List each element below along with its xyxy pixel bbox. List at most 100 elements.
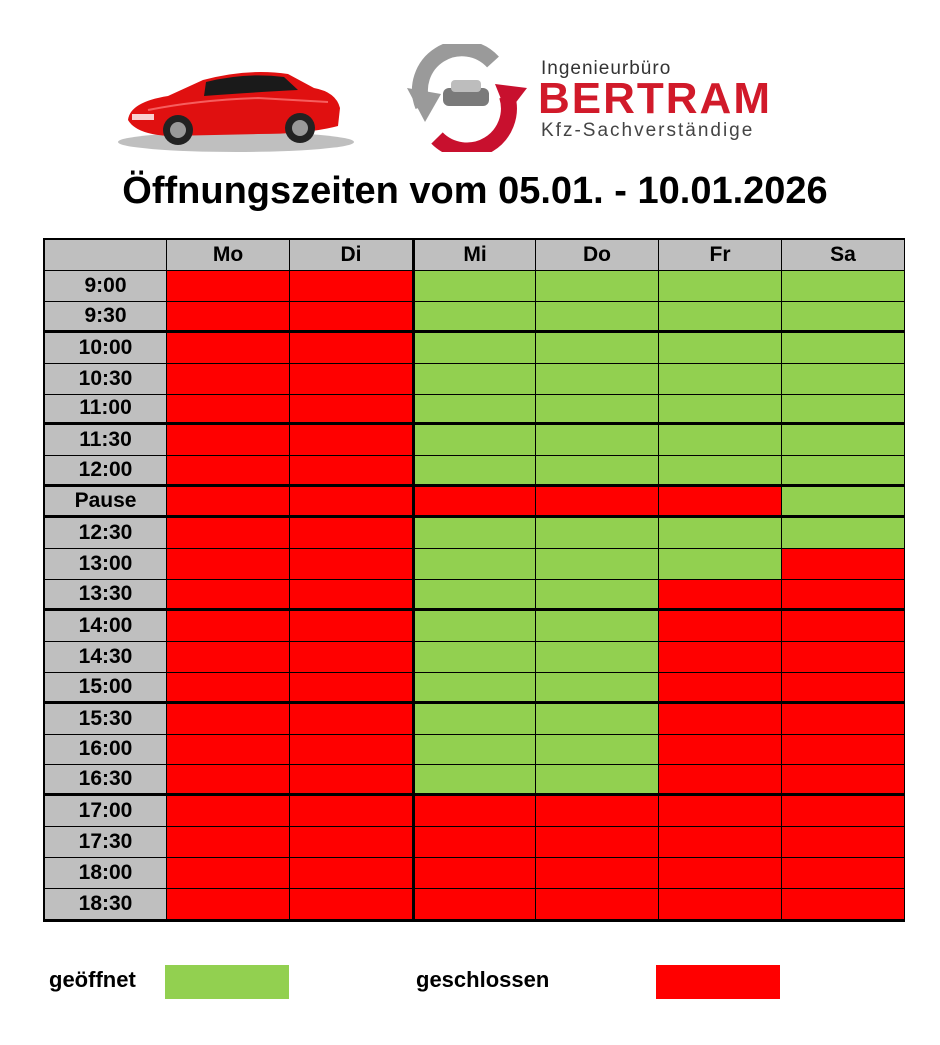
slot-closed-fr xyxy=(659,765,782,797)
slot-closed-fr xyxy=(659,672,782,704)
time-label: 16:00 xyxy=(45,734,167,766)
slot-closed-sa xyxy=(782,765,905,797)
slot-closed-sa xyxy=(782,858,905,890)
page-title: Öffnungszeiten vom 05.01. - 10.01.2026 xyxy=(122,170,828,212)
time-label: 17:30 xyxy=(45,827,167,859)
time-label: 13:00 xyxy=(45,549,167,580)
slot-closed-fr xyxy=(659,610,782,642)
time-label: 17:00 xyxy=(45,796,167,828)
time-label: 12:00 xyxy=(45,456,167,488)
slot-closed-do xyxy=(536,796,659,828)
bertram-logo-icon xyxy=(407,44,527,152)
time-label: 11:30 xyxy=(45,425,167,457)
slot-closed-mo xyxy=(167,703,290,735)
slot-closed-do xyxy=(536,827,659,859)
slot-closed-di xyxy=(290,672,413,704)
slot-open-do xyxy=(536,332,659,364)
slot-closed-mo xyxy=(167,889,290,920)
slot-open-do xyxy=(536,734,659,766)
slot-closed-di xyxy=(290,641,413,673)
slot-open-fr xyxy=(659,456,782,488)
slot-closed-mo xyxy=(167,827,290,859)
slot-open-mi xyxy=(413,456,536,488)
legend-closed-swatch xyxy=(656,965,780,999)
slot-closed-sa xyxy=(782,734,905,766)
slot-open-mi xyxy=(413,734,536,766)
slot-open-fr xyxy=(659,549,782,580)
slot-open-sa xyxy=(782,487,905,519)
slot-open-do xyxy=(536,765,659,797)
slot-open-mi xyxy=(413,549,536,580)
slot-closed-di xyxy=(290,858,413,890)
slot-closed-di xyxy=(290,734,413,766)
slot-open-do xyxy=(536,270,659,302)
slot-open-sa xyxy=(782,425,905,457)
slot-closed-do xyxy=(536,889,659,920)
slot-open-fr xyxy=(659,301,782,333)
day-header-do: Do xyxy=(536,240,659,271)
legend-open-swatch xyxy=(165,965,289,999)
slot-closed-di xyxy=(290,518,413,550)
slot-closed-di xyxy=(290,765,413,797)
slot-open-do xyxy=(536,549,659,580)
time-label: 18:00 xyxy=(45,858,167,890)
slot-closed-sa xyxy=(782,889,905,920)
slot-closed-fr xyxy=(659,734,782,766)
slot-closed-mi xyxy=(413,889,536,920)
slot-closed-sa xyxy=(782,672,905,704)
slot-open-sa xyxy=(782,518,905,550)
slot-closed-mo xyxy=(167,487,290,519)
slot-open-sa xyxy=(782,270,905,302)
slot-open-fr xyxy=(659,270,782,302)
slot-closed-sa xyxy=(782,610,905,642)
slot-closed-di xyxy=(290,703,413,735)
slot-open-do xyxy=(536,394,659,426)
time-label: 15:00 xyxy=(45,672,167,704)
slot-closed-sa xyxy=(782,703,905,735)
slot-open-sa xyxy=(782,456,905,488)
slot-closed-do xyxy=(536,487,659,519)
time-label: 10:30 xyxy=(45,363,167,395)
slot-closed-mo xyxy=(167,363,290,395)
slot-closed-mo xyxy=(167,456,290,488)
time-label: 10:00 xyxy=(45,332,167,364)
slot-closed-di xyxy=(290,363,413,395)
slot-open-mi xyxy=(413,363,536,395)
slot-open-mi xyxy=(413,579,536,611)
brand-subtitle: Kfz-Sachverständige xyxy=(541,120,755,141)
day-header-mo: Mo xyxy=(167,240,290,271)
opening-hours-table: Mo Di Mi Do Fr Sa 9:00 9:30 10:00 10:30 11:00 11:30… xyxy=(43,238,905,922)
slot-closed-mo xyxy=(167,672,290,704)
slot-closed-mo xyxy=(167,518,290,550)
slot-open-sa xyxy=(782,301,905,333)
slot-open-mi xyxy=(413,518,536,550)
slot-closed-mo xyxy=(167,734,290,766)
time-label: 11:00 xyxy=(45,394,167,426)
slot-closed-di xyxy=(290,487,413,519)
slot-closed-sa xyxy=(782,549,905,580)
slot-open-do xyxy=(536,456,659,488)
slot-closed-fr xyxy=(659,889,782,920)
slot-closed-fr xyxy=(659,827,782,859)
legend-closed-label: geschlossen xyxy=(416,967,550,992)
slot-open-do xyxy=(536,363,659,395)
slot-open-mi xyxy=(413,270,536,302)
slot-closed-sa xyxy=(782,641,905,673)
slot-closed-mo xyxy=(167,270,290,302)
slot-closed-mo xyxy=(167,301,290,333)
slot-open-mi xyxy=(413,394,536,426)
slot-closed-mi xyxy=(413,858,536,890)
slot-open-fr xyxy=(659,363,782,395)
slot-open-fr xyxy=(659,425,782,457)
slot-closed-di xyxy=(290,456,413,488)
slot-closed-fr xyxy=(659,641,782,673)
brand-top-text: Ingenieurbüro xyxy=(541,58,672,79)
slot-closed-mi xyxy=(413,796,536,828)
slot-open-fr xyxy=(659,332,782,364)
slot-closed-di xyxy=(290,827,413,859)
slot-closed-fr xyxy=(659,703,782,735)
slot-open-mi xyxy=(413,425,536,457)
slot-closed-di xyxy=(290,796,413,828)
slot-closed-di xyxy=(290,270,413,302)
slot-closed-fr xyxy=(659,579,782,611)
